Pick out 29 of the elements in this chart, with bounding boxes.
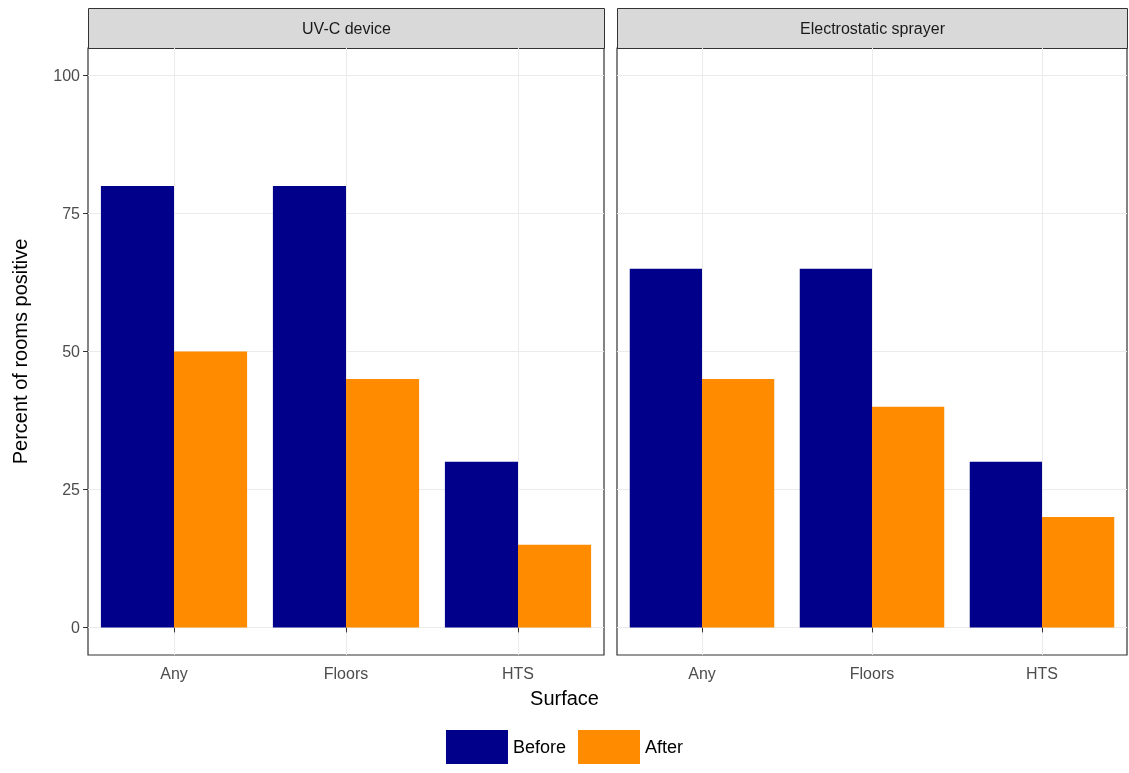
y-tick-label: 25 — [62, 480, 81, 498]
bar — [346, 379, 420, 628]
bar — [969, 461, 1042, 628]
x-tick-label: HTS — [1026, 664, 1058, 682]
bar — [799, 268, 872, 628]
bar — [444, 461, 518, 628]
bar — [518, 544, 592, 628]
y-axis-title: Percent of rooms positive — [9, 238, 31, 465]
chart-title: Electrostatic sprayer — [800, 20, 946, 37]
bar — [272, 185, 346, 628]
bar — [872, 406, 945, 628]
y-tick-label: 100 — [53, 67, 81, 85]
x-tick-label: Floors — [849, 664, 895, 682]
x-tick-label: Any — [160, 664, 188, 682]
x-tick-label: Any — [688, 664, 716, 682]
chart-title: UV-C device — [302, 20, 392, 37]
x-tick-label: Floors — [323, 664, 369, 682]
legend-label: After — [645, 737, 684, 757]
y-tick-label: 50 — [62, 343, 81, 360]
bar — [1042, 517, 1115, 628]
bar — [702, 379, 775, 628]
legend-label: Before — [512, 737, 567, 757]
bar — [100, 185, 174, 628]
y-tick-label: 0 — [71, 618, 81, 636]
x-axis-title: Surface — [530, 687, 599, 709]
bar — [174, 351, 248, 628]
bar — [629, 268, 702, 628]
x-tick-label: HTS — [502, 664, 534, 682]
y-tick-label: 75 — [62, 205, 81, 223]
